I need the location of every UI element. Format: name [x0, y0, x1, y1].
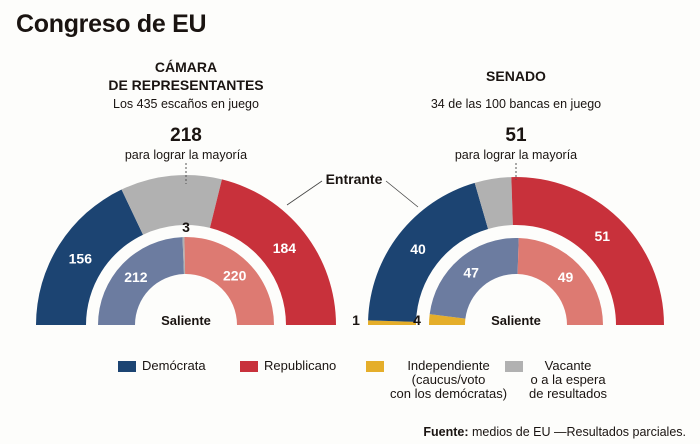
- senate-entrante-value-label: 1: [352, 312, 360, 328]
- legend-line: Independiente: [407, 358, 490, 373]
- senate-saliente-segment: [429, 238, 519, 319]
- legend-line: Vacante: [544, 358, 592, 373]
- house-saliente-segment: [182, 237, 186, 275]
- house-saliente-value-label: 212: [124, 269, 148, 285]
- house-entrante-value-label: 184: [273, 240, 297, 256]
- legend-democrat: Demócrata: [118, 359, 206, 373]
- house-entrante-value-label: 156: [69, 250, 93, 266]
- legend-independent: Independiente (caucus/voto con los demócra…: [366, 359, 507, 401]
- senate-entrante-segment: [368, 182, 489, 322]
- house-majority-text: para lograr la mayoría: [124, 148, 248, 162]
- source-footer: Fuente: medios de EU —Resultados parcial…: [423, 425, 686, 439]
- senate-entrante-segment: [474, 177, 513, 229]
- source-text: medios de EU —Resultados parciales.: [468, 425, 686, 439]
- house-majority-number: 218: [170, 125, 202, 146]
- legend-vacant: Vacante o a la espera de resultados: [505, 359, 607, 401]
- legend-line: Republicano: [264, 358, 337, 373]
- entrante-pointer-left: [286, 180, 323, 206]
- entrante-label: Entrante: [326, 171, 383, 187]
- legend-republican: Republicano: [240, 359, 336, 373]
- senate-majority-text: para lograr la mayoría: [454, 148, 578, 162]
- legend-swatch-republican: [240, 361, 258, 372]
- legend-line: Demócrata: [142, 358, 206, 373]
- legend-swatch-independent: [366, 361, 384, 372]
- senate-majority-number: 51: [505, 125, 527, 146]
- page-title: Congreso de EU: [16, 10, 207, 38]
- house-heading: CÁMARA DE REPRESENTANTES: [86, 58, 286, 94]
- house-saliente-value-label: 220: [223, 267, 247, 283]
- legend-label-vacant: Vacante o a la espera de resultados: [529, 359, 607, 401]
- senate-saliente-value-label: 47: [463, 265, 479, 281]
- house-saliente-segment: [184, 237, 274, 325]
- senate-entrante-value-label: 51: [595, 228, 611, 244]
- house-entrante-segment: [36, 189, 144, 325]
- house-saliente-segment: [98, 237, 184, 325]
- house-subtitle: Los 435 escaños en juego: [113, 97, 259, 111]
- legend-label-republican: Republicano: [264, 359, 336, 373]
- house-saliente-value-label: 3: [182, 219, 190, 235]
- senate-saliente-value-label: 4: [413, 312, 421, 328]
- house-heading-line1: CÁMARA: [154, 59, 218, 75]
- senate-saliente-segment: [517, 238, 603, 325]
- legend-label-independent: Independiente (caucus/voto con los demócra…: [390, 359, 507, 401]
- legend-label-democrat: Demócrata: [142, 359, 206, 373]
- senate-subtitle: 34 de las 100 bancas en juego: [430, 97, 602, 111]
- senate-entrante-segment: [511, 177, 664, 325]
- house-entrante-segment: [121, 175, 222, 235]
- legend-swatch-democrat: [118, 361, 136, 372]
- legend-line: o a la espera: [530, 372, 606, 387]
- senate-entrante-value-label: 40: [410, 241, 426, 257]
- house-heading-line2: DE REPRESENTANTES: [108, 77, 264, 93]
- house-saliente-label: Saliente: [161, 313, 211, 328]
- house-entrante-segment: [209, 179, 336, 325]
- senate-heading: SENADO: [486, 68, 546, 84]
- senate-saliente-value-label: 49: [558, 269, 574, 285]
- senate-saliente-label: Saliente: [491, 313, 541, 328]
- legend-swatch-vacant: [505, 361, 523, 372]
- source-label: Fuente:: [423, 425, 469, 439]
- legend-line: (caucus/voto: [411, 372, 486, 387]
- senate-saliente-segment: [429, 314, 466, 325]
- legend-line: de resultados: [529, 386, 608, 401]
- entrante-pointer-right: [385, 180, 419, 208]
- senate-entrante-segment: [368, 320, 417, 325]
- legend-line: con los demócratas): [390, 386, 508, 401]
